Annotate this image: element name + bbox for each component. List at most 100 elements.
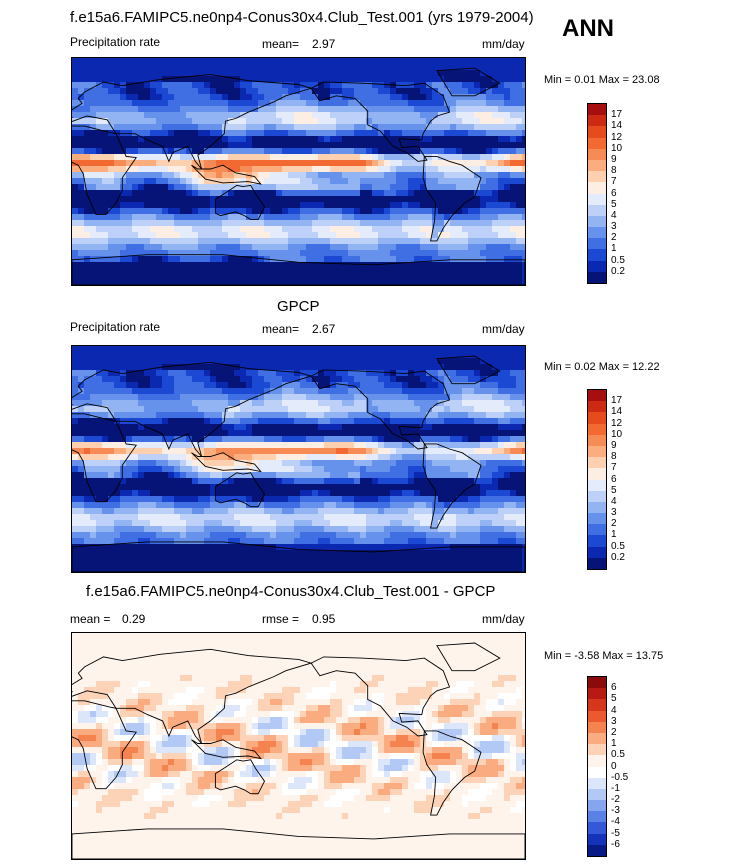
panel1-mean-value: 2.97: [312, 37, 336, 51]
panel2-mean-label: mean=: [262, 322, 300, 336]
colorbar-swatch: [588, 249, 606, 261]
coastline: [214, 759, 266, 795]
panel1-map-canvas: [72, 58, 525, 285]
coastline: [214, 184, 266, 220]
colorbar-tick-label: 7: [611, 462, 617, 474]
colorbar-swatch: [588, 182, 606, 194]
colorbar-tick-label: 4: [611, 209, 617, 221]
colorbar-swatch: [588, 171, 606, 183]
colorbar-tick-label: 4: [611, 704, 617, 716]
colorbar-tick-label: 8: [611, 165, 617, 177]
colorbar-swatch: [588, 732, 606, 745]
colorbar-swatch: [588, 148, 606, 160]
colorbar-tick-label: 0.2: [611, 551, 625, 563]
coastline: [72, 361, 313, 457]
coastline: [214, 472, 266, 508]
colorbar-tick-label: -5: [611, 827, 620, 839]
colorbar-tick-label: -4: [611, 816, 620, 828]
colorbar-tick-label: 3: [611, 715, 617, 727]
colorbar-tick-label: 9: [611, 439, 617, 451]
panel1-title: f.e15a6.FAMIPC5.ne0np4-Conus30x4.Club_Te…: [70, 9, 534, 26]
colorbar-tick-label: -2: [611, 794, 620, 806]
colorbar-swatch: [588, 535, 606, 547]
colorbar-tick-label: 14: [611, 120, 623, 132]
colorbar-swatch: [588, 800, 606, 812]
colorbar-swatch: [588, 215, 606, 228]
coastline: [72, 125, 137, 215]
panel3-colorbar: [587, 676, 607, 857]
colorbar-swatch: [588, 479, 606, 491]
colorbar-swatch: [588, 524, 606, 536]
panel2-map: [71, 345, 526, 573]
colorbar-swatch: [588, 260, 606, 272]
colorbar-swatch: [588, 238, 606, 250]
panel3-units: mm/day: [482, 612, 525, 626]
panel2-min-max: Min = 0.02 Max = 12.22: [544, 361, 660, 373]
colorbar-tick-label: 17: [611, 109, 623, 121]
coastline: [72, 413, 137, 503]
panel1-colorbar: [587, 103, 607, 284]
colorbar-tick-label: 10: [611, 428, 623, 440]
colorbar-swatch: [588, 104, 606, 116]
panel1-variable-label: Precipitation rate: [70, 35, 161, 49]
colorbar-tick-label: 0.2: [611, 265, 625, 277]
colorbar-swatch: [588, 115, 606, 127]
coastline: [310, 81, 451, 162]
colorbar-swatch: [588, 557, 606, 569]
coastline: [191, 452, 262, 473]
panel2-colorbar: [587, 389, 607, 570]
colorbar-tick-label: 14: [611, 406, 623, 418]
colorbar-swatch: [588, 811, 606, 823]
coastline: [191, 739, 262, 760]
colorbar-swatch: [588, 227, 606, 239]
colorbar-swatch: [588, 501, 606, 514]
colorbar-swatch: [588, 401, 606, 413]
colorbar-tick-label: 0.5: [611, 540, 625, 552]
panel2-title: GPCP: [277, 298, 320, 315]
colorbar-tick-label: -0.5: [611, 771, 629, 783]
colorbar-tick-label: 9: [611, 153, 617, 165]
colorbar-tick-label: 1: [611, 243, 617, 255]
colorbar-swatch: [588, 137, 606, 149]
colorbar-swatch: [588, 833, 606, 845]
panel2-map-canvas: [72, 346, 525, 572]
colorbar-tick-label: 5: [611, 693, 617, 705]
panel2-mean-value: 2.67: [312, 322, 336, 336]
coastline: [422, 155, 482, 242]
colorbar-tick-label: 3: [611, 507, 617, 519]
colorbar-swatch: [588, 457, 606, 469]
coastline: [422, 730, 482, 816]
colorbar-swatch: [588, 788, 606, 801]
colorbar-tick-label: -3: [611, 805, 620, 817]
panel3-rmse-value: 0.95: [312, 612, 336, 626]
panel1-map: [71, 57, 526, 286]
colorbar-tick-label: 0.5: [611, 749, 625, 761]
colorbar-swatch: [588, 193, 606, 205]
panel3-min-max: Min = -3.58 Max = 13.75: [544, 650, 664, 662]
panel3-rmse-label: rmse =: [262, 612, 300, 626]
panel3-map: [71, 632, 526, 860]
panel1-mean-label: mean=: [262, 37, 300, 51]
panel1-min-max: Min = 0.01 Max = 23.08: [544, 74, 660, 86]
coastline: [310, 369, 451, 450]
season-label: ANN: [562, 15, 614, 42]
colorbar-tick-label: 10: [611, 142, 623, 154]
panel2-units: mm/day: [482, 322, 525, 336]
coastline: [72, 254, 525, 285]
colorbar-tick-label: 5: [611, 484, 617, 496]
colorbar-tick-label: 12: [611, 131, 623, 143]
colorbar-tick-label: 12: [611, 417, 623, 429]
colorbar-swatch: [588, 755, 606, 767]
colorbar-tick-label: 1: [611, 738, 617, 750]
colorbar-tick-label: 5: [611, 198, 617, 210]
colorbar-swatch: [588, 423, 606, 435]
colorbar-tick-label: 0.5: [611, 254, 625, 266]
colorbar-tick-label: 2: [611, 726, 617, 738]
colorbar-swatch: [588, 412, 606, 424]
colorbar-swatch: [588, 844, 606, 856]
colorbar-tick-label: 2: [611, 232, 617, 244]
coastline: [436, 642, 501, 672]
colorbar-swatch: [588, 159, 606, 172]
coastline: [72, 828, 525, 859]
colorbar-tick-label: 8: [611, 451, 617, 463]
